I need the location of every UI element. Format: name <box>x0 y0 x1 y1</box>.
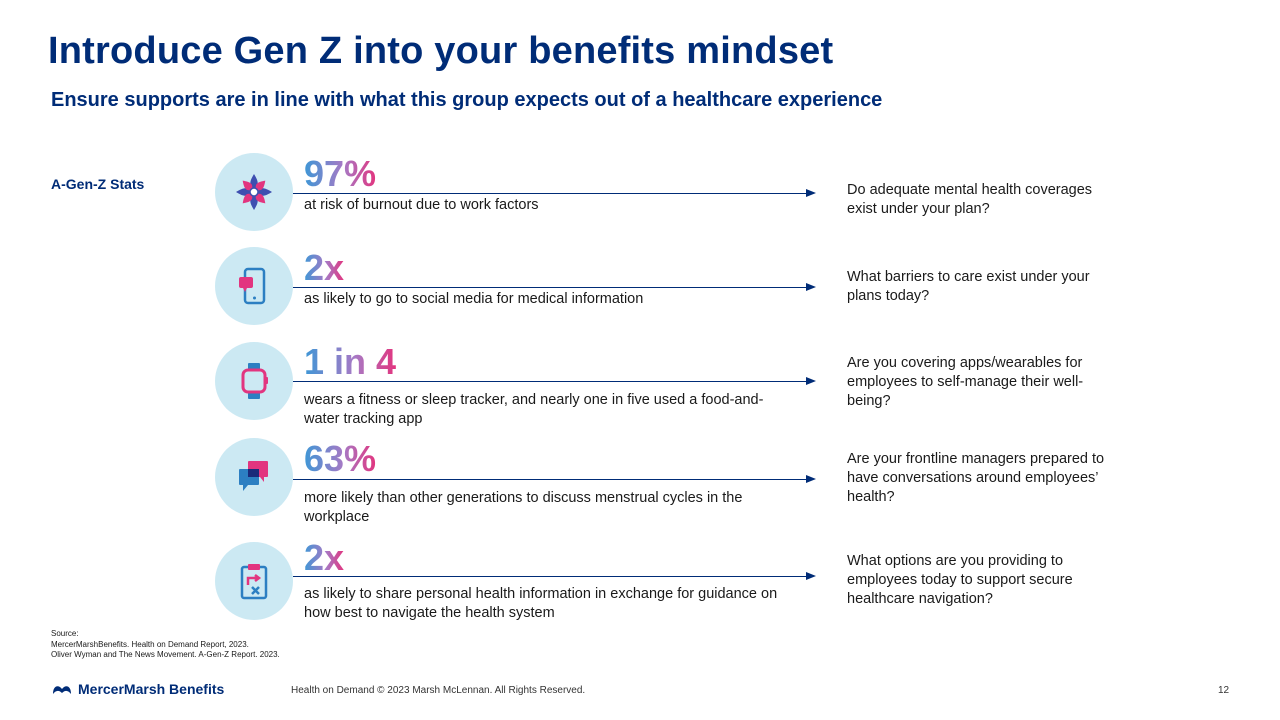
arrow-head <box>806 572 816 580</box>
stat-value: 97% <box>304 153 377 194</box>
icon-circle <box>215 542 293 620</box>
arrow-head <box>806 189 816 197</box>
question-text: Are your frontline managers prepared to … <box>847 451 1105 505</box>
stat-value: 1 in 4 <box>304 341 397 382</box>
stat-value: 2x <box>304 247 345 288</box>
stat-description: at risk of burnout due to work factors <box>304 197 539 213</box>
stat-description: as likely to go to social media for medi… <box>304 291 644 307</box>
company-logo: MercerMarsh Benefits <box>51 681 224 697</box>
stat-description: as likely to share personal health infor… <box>304 586 778 621</box>
icon-circle <box>215 342 293 420</box>
source-line: Oliver Wyman and The News Movement. A-Ge… <box>51 650 280 659</box>
source-line: MercerMarshBenefits. Health on Demand Re… <box>51 639 249 649</box>
icon-circle <box>215 247 293 325</box>
arrow <box>293 193 809 194</box>
stat-row: 2x as likely to go to social media for m… <box>0 244 1280 340</box>
question-text: Do adequate mental health coverages exis… <box>847 182 1093 217</box>
logo-text: MercerMarsh Benefits <box>78 681 225 697</box>
page-title: Introduce Gen Z into your benefits minds… <box>48 30 834 72</box>
arrow <box>293 479 809 480</box>
clipboard-icon <box>240 564 268 600</box>
stat-row: 97% at risk of burnout due to work facto… <box>0 150 1280 246</box>
stat-row: 1 in 4 wears a fitness or sleep tracker,… <box>0 338 1280 434</box>
smartphone-icon <box>239 267 266 305</box>
stat-row: 2x as likely to share personal health in… <box>0 532 1280 628</box>
chat-bubbles-icon <box>239 461 268 491</box>
question-text: Are you covering apps/wearables for empl… <box>847 355 1084 409</box>
smartwatch-icon <box>241 363 268 399</box>
arrow-head <box>806 475 816 483</box>
arrow <box>293 576 809 577</box>
logo-mark-icon <box>53 686 71 694</box>
icon-circle <box>215 438 293 516</box>
icon-circle <box>215 153 293 231</box>
footer-copyright: Health on Demand © 2023 Marsh McLennan. … <box>291 685 586 696</box>
page-subtitle: Ensure supports are in line with what th… <box>51 89 883 111</box>
stat-row: 63% more likely than other generations t… <box>0 436 1280 532</box>
arrow <box>293 287 809 288</box>
stat-description: wears a fitness or sleep tracker, and ne… <box>304 392 764 427</box>
arrow-head <box>806 377 816 385</box>
page-number: 12 <box>1218 685 1230 696</box>
source-label: Source: <box>51 629 79 638</box>
question-text: What options are you providing to employ… <box>847 553 1073 607</box>
arrow <box>293 381 809 382</box>
flower-icon <box>236 174 272 210</box>
stat-value: 2x <box>304 537 345 578</box>
source-citation: Source: MercerMarshBenefits. Health on D… <box>51 629 280 661</box>
arrow-head <box>806 283 816 291</box>
stat-value: 63% <box>304 438 377 479</box>
stat-description: more likely than other generations to di… <box>304 490 743 525</box>
side-label: A-Gen-Z Stats <box>51 176 145 192</box>
question-text: What barriers to care exist under your p… <box>847 269 1090 304</box>
